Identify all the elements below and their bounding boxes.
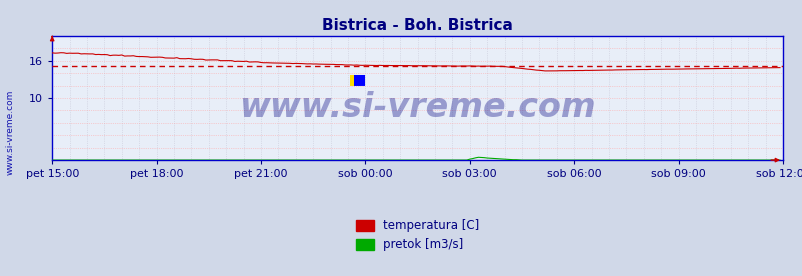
Legend: temperatura [C], pretok [m3/s]: temperatura [C], pretok [m3/s] <box>350 215 484 256</box>
Title: Bistrica - Boh. Bistrica: Bistrica - Boh. Bistrica <box>322 18 512 33</box>
Text: www.si-vreme.com: www.si-vreme.com <box>239 91 595 124</box>
Text: www.si-vreme.com: www.si-vreme.com <box>5 90 14 175</box>
Text: ▪: ▪ <box>347 69 363 89</box>
Text: ▪: ▪ <box>351 69 367 89</box>
